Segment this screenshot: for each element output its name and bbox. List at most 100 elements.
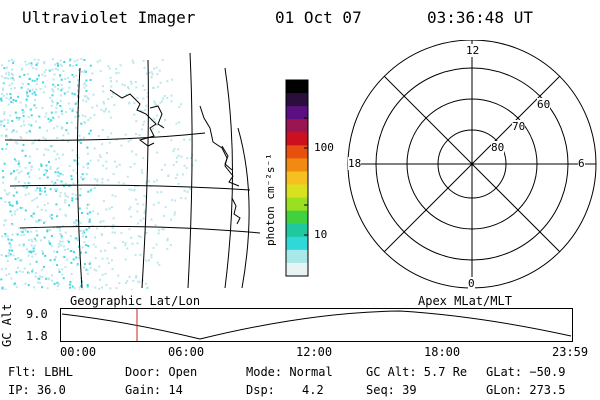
aurora-pixel <box>66 76 69 79</box>
aurora-pixel <box>83 266 85 269</box>
aurora-pixel <box>71 193 74 196</box>
aurora-pixel <box>27 115 30 118</box>
aurora-pixel <box>92 93 95 96</box>
aurora-pixel <box>71 107 74 110</box>
aurora-pixel <box>70 261 73 264</box>
aurora-pixel <box>19 206 22 209</box>
aurora-pixel <box>49 96 52 99</box>
aurora-pixel <box>13 170 15 172</box>
aurora-pixel <box>16 233 19 236</box>
aurora-pixel <box>52 83 55 86</box>
aurora-pixel <box>76 100 79 103</box>
aurora-pixel <box>138 281 141 284</box>
aurora-pixel <box>22 243 25 246</box>
aurora-pixel <box>170 218 173 221</box>
aurora-pixel <box>23 218 26 221</box>
aurora-pixel <box>102 101 105 103</box>
aurora-pixel <box>156 114 159 117</box>
aurora-pixel <box>83 59 86 62</box>
colorbar-segment <box>286 80 308 94</box>
aurora-pixel <box>79 187 82 190</box>
aurora-pixel <box>20 230 23 233</box>
aurora-pixel <box>3 111 6 114</box>
aurora-pixel <box>26 93 29 96</box>
aurora-pixel <box>17 257 20 259</box>
colorbar-segment <box>286 93 308 107</box>
aurora-pixel <box>114 72 117 75</box>
aurora-pixel <box>85 228 88 231</box>
aurora-pixel <box>28 272 31 275</box>
aurora-pixel <box>128 275 131 278</box>
aurora-pixel <box>44 74 47 77</box>
aurora-pixel <box>67 102 70 105</box>
aurora-pixel <box>156 261 159 264</box>
aurora-pixel <box>135 275 138 277</box>
aurora-pixel <box>93 187 96 189</box>
aurora-pixel <box>84 82 87 85</box>
aurora-pixel <box>56 174 59 177</box>
aurora-pixel <box>61 64 63 67</box>
aurora-pixel <box>10 77 13 80</box>
aurora-pixel <box>87 119 90 121</box>
aurora-pixel <box>156 191 159 194</box>
aurora-pixel <box>130 236 133 239</box>
aurora-pixel <box>85 90 88 92</box>
aurora-pixel <box>173 147 176 150</box>
aurora-pixel <box>18 244 21 247</box>
aurora-pixel <box>130 288 133 290</box>
aurora-pixel <box>30 64 33 67</box>
aurora-pixel <box>99 250 102 253</box>
aurora-pixel <box>21 82 24 85</box>
aurora-pixel <box>99 70 102 73</box>
aurora-pixel <box>10 101 13 103</box>
aurora-pixel <box>46 176 49 179</box>
aurora-pixel <box>20 234 23 237</box>
aurora-pixel <box>26 172 29 175</box>
aurora-pixel <box>86 268 89 271</box>
aurora-pixel <box>115 67 118 70</box>
aurora-pixel <box>80 122 83 125</box>
aurora-pixel <box>64 194 67 197</box>
aurora-pixel <box>101 143 104 146</box>
aurora-pixel <box>48 120 51 123</box>
aurora-pixel <box>50 235 53 237</box>
aurora-pixel <box>71 197 74 200</box>
aurora-pixel <box>12 171 15 174</box>
aurora-pixel <box>72 221 75 224</box>
aurora-pixel <box>152 87 155 89</box>
aurora-pixel <box>141 171 144 174</box>
aurora-pixel <box>31 199 34 202</box>
aurora-pixel <box>40 190 43 193</box>
aurora-pixel <box>8 192 11 195</box>
aurora-pixel <box>53 250 56 253</box>
aurora-pixel <box>36 187 39 190</box>
aurora-pixel <box>55 107 58 110</box>
aurora-pixel <box>27 192 30 195</box>
aurora-pixel <box>80 176 83 179</box>
aurora-pixel <box>131 59 134 62</box>
aurora-pixel <box>6 143 8 146</box>
aurora-pixel <box>53 127 56 130</box>
aurora-pixel <box>42 91 45 94</box>
aurora-pixel <box>57 68 59 71</box>
aurora-pixel <box>54 171 57 174</box>
aurora-pixel <box>174 211 177 214</box>
aurora-pixel <box>132 61 135 64</box>
aurora-pixel <box>43 221 45 224</box>
aurora-pixel <box>23 267 26 270</box>
aurora-pixel <box>171 78 174 81</box>
aurora-pixel <box>8 59 10 62</box>
aurora-pixel <box>175 161 178 163</box>
geographic-map <box>0 52 261 290</box>
aurora-pixel <box>139 253 142 256</box>
aurora-pixel <box>154 102 157 105</box>
aurora-pixel <box>54 181 57 184</box>
aurora-pixel <box>49 119 52 122</box>
aurora-pixel <box>111 206 113 209</box>
aurora-pixel <box>64 214 67 217</box>
aurora-pixel <box>49 215 52 218</box>
aurora-pixel <box>57 88 60 91</box>
aurora-pixel <box>57 84 60 87</box>
aurora-pixel <box>1 64 4 67</box>
aurora-pixel <box>107 135 109 138</box>
